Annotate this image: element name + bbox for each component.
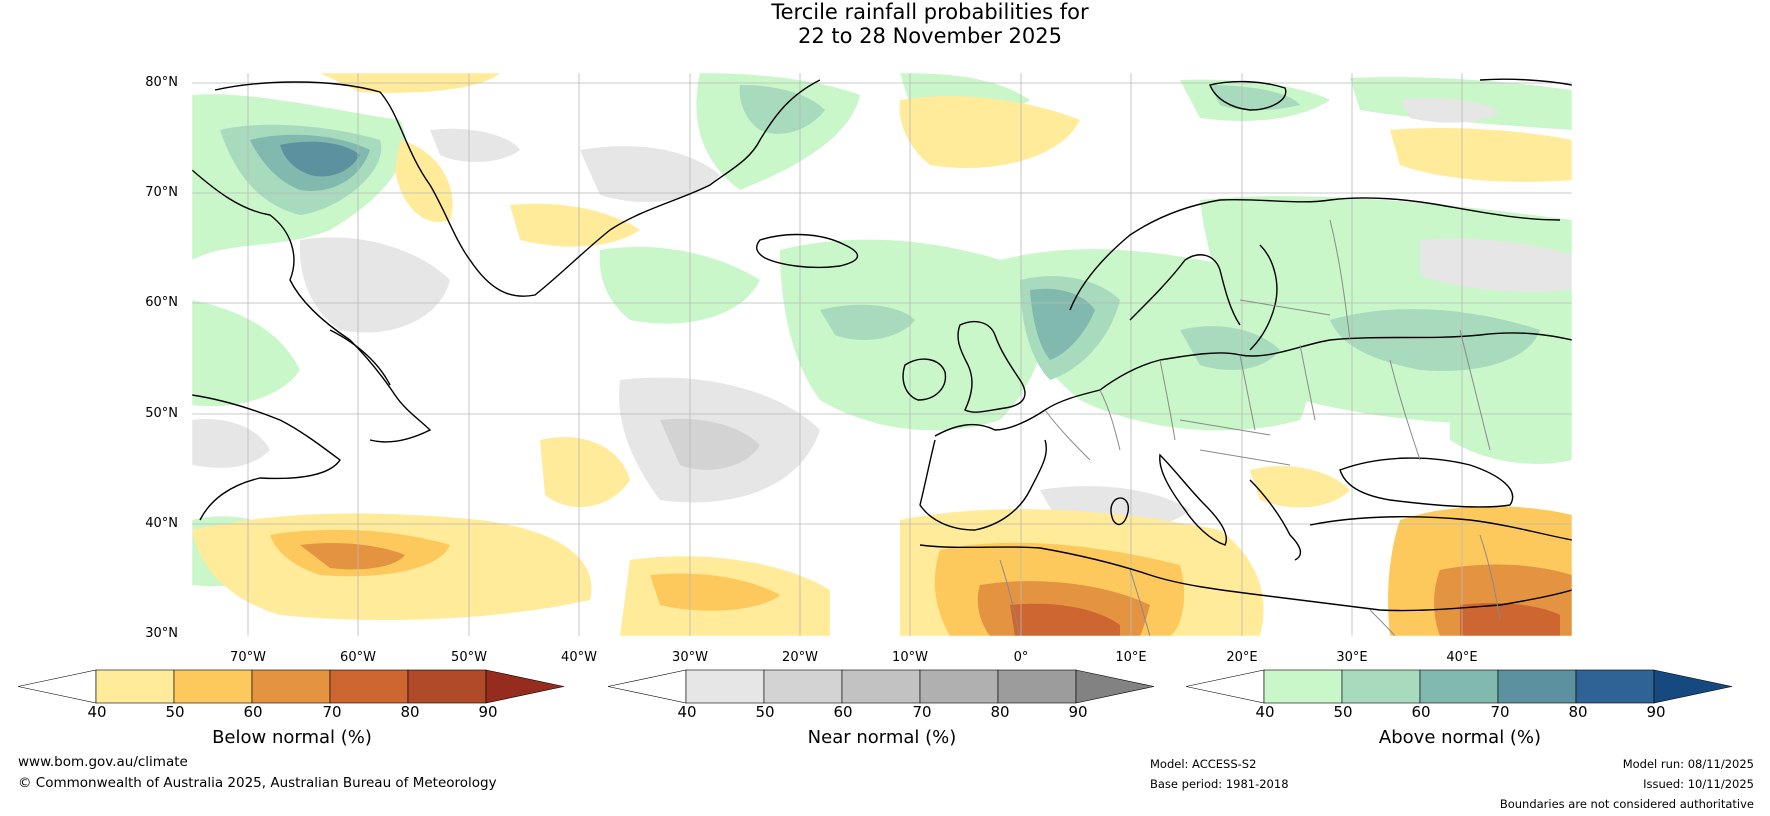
above-colorbar-block-70 [1497, 669, 1577, 704]
website-text: www.bom.gov.au/climate [18, 754, 188, 770]
lat-label-80n: 80°N [145, 75, 178, 90]
near-tick-80: 80 [990, 703, 1010, 721]
lon-label-60w: 60°W [340, 650, 376, 665]
near-tick-90: 90 [1068, 703, 1088, 721]
below-colorbar-block-50 [173, 669, 253, 704]
map-area [192, 73, 1572, 636]
lon-label-70w: 70°W [230, 650, 266, 665]
below-tick-40: 40 [87, 703, 107, 721]
lon-label-30w: 30°W [672, 650, 708, 665]
copyright-text: © Commonwealth of Australia 2025, Austra… [18, 775, 497, 791]
lon-label-20e: 20°E [1226, 650, 1258, 665]
near-normal-label: Near normal (%) [807, 727, 957, 748]
near-colorbar-left-extension [607, 669, 687, 704]
near-normal-colorbar [607, 669, 1155, 704]
below-colorbar-block-40 [95, 669, 175, 704]
near-tick-40: 40 [677, 703, 697, 721]
above-normal-label: Above normal (%) [1378, 727, 1542, 748]
near-colorbar-block-70 [919, 669, 999, 704]
above-tick-70: 70 [1490, 703, 1510, 721]
below-normal-label: Below normal (%) [212, 727, 372, 748]
below-colorbar-block-60 [251, 669, 331, 704]
probability-patches [192, 73, 1572, 636]
lon-label-20w: 20°W [782, 650, 818, 665]
model-run-text: Model run: 08/11/2025 [1622, 757, 1754, 771]
base-period-text: Base period: 1981-2018 [1150, 777, 1289, 791]
lat-label-70n: 70°N [145, 185, 178, 200]
title-line-2: 22 to 28 November 2025 [798, 24, 1062, 48]
lat-label-30n: 30°N [145, 626, 178, 641]
below-tick-60: 60 [243, 703, 263, 721]
above-colorbar-block-40 [1263, 669, 1343, 704]
lon-label-40w: 40°W [561, 650, 597, 665]
lat-label-40n: 40°N [145, 516, 178, 531]
near-colorbar-block-40 [685, 669, 765, 704]
lon-label-10e: 10°E [1115, 650, 1147, 665]
near-colorbar-block-80 [997, 669, 1077, 704]
near-colorbar-block-60 [841, 669, 921, 704]
near-colorbar-right-extension [1075, 669, 1155, 704]
above-tick-50: 50 [1333, 703, 1353, 721]
below-colorbar-right-extension [485, 669, 565, 704]
below-colorbar-left-extension [17, 669, 97, 704]
coastlines [192, 78, 1572, 612]
issued-text: Issued: 10/11/2025 [1643, 777, 1754, 791]
below-colorbar-block-80 [407, 669, 487, 704]
country-borders [999, 219, 1501, 636]
above-colorbar-right-extension [1653, 669, 1733, 704]
above-tick-60: 60 [1411, 703, 1431, 721]
above-tick-80: 80 [1568, 703, 1588, 721]
below-colorbar-block-70 [329, 669, 409, 704]
above-normal-colorbar [1185, 669, 1733, 704]
above-colorbar-block-60 [1419, 669, 1499, 704]
model-text: Model: ACCESS-S2 [1150, 757, 1257, 771]
above-tick-90: 90 [1646, 703, 1666, 721]
near-colorbar-block-50 [763, 669, 843, 704]
lon-label-10w: 10°W [892, 650, 928, 665]
graticule [192, 73, 1572, 636]
below-tick-70: 70 [322, 703, 342, 721]
near-tick-60: 60 [833, 703, 853, 721]
lon-label-0: 0° [1013, 650, 1029, 665]
above-colorbar-block-80 [1575, 669, 1655, 704]
near-tick-70: 70 [912, 703, 932, 721]
above-tick-40: 40 [1255, 703, 1275, 721]
title-line-1: Tercile rainfall probabilities for [771, 0, 1089, 24]
below-tick-50: 50 [165, 703, 185, 721]
below-normal-colorbar [17, 669, 565, 704]
map-title: Tercile rainfall probabilities for 22 to… [0, 0, 1770, 48]
disclaimer-text: Boundaries are not considered authoritat… [1499, 797, 1754, 811]
above-colorbar-block-50 [1341, 669, 1421, 704]
lon-label-50w: 50°W [451, 650, 487, 665]
above-colorbar-left-extension [1185, 669, 1265, 704]
below-tick-80: 80 [400, 703, 420, 721]
lon-label-40e: 40°E [1446, 650, 1478, 665]
near-tick-50: 50 [755, 703, 775, 721]
lat-label-60n: 60°N [145, 295, 178, 310]
lon-label-30e: 30°E [1336, 650, 1368, 665]
lat-label-50n: 50°N [145, 406, 178, 421]
below-tick-90: 90 [478, 703, 498, 721]
